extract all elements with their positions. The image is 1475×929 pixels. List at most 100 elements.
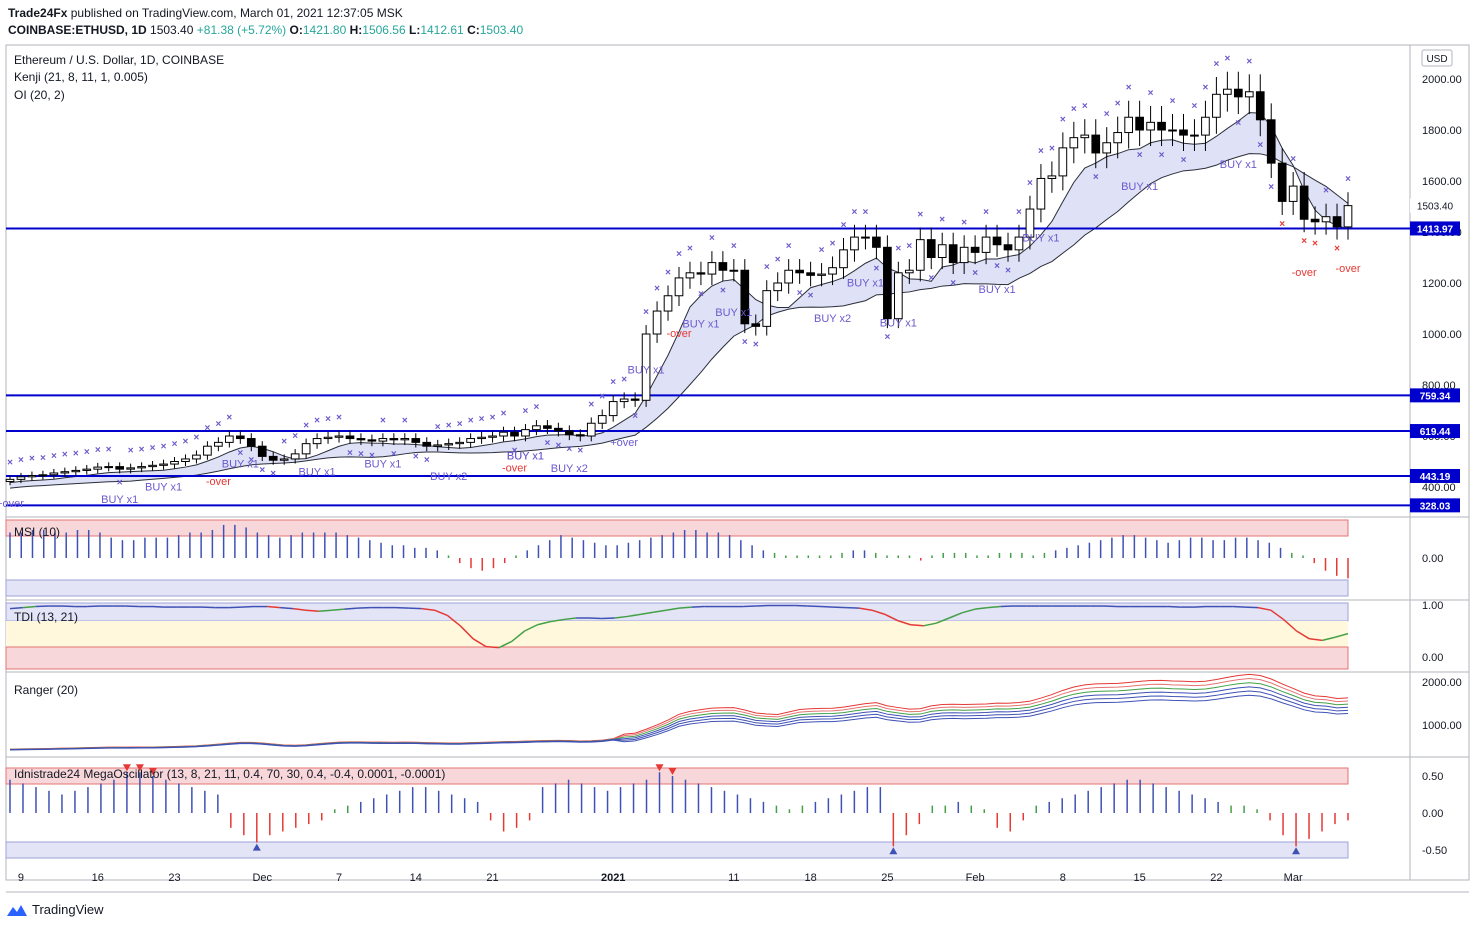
time-tick-label: 9 [18, 872, 24, 884]
chart-frame [5, 44, 1470, 881]
candle-body [345, 435, 355, 440]
tdi-line-segment [331, 608, 345, 611]
tdi-line-segment [820, 605, 834, 608]
tradingview-logo[interactable]: TradingView [6, 902, 104, 917]
signal-label: BUY x1 [145, 482, 182, 494]
candle-body [828, 267, 837, 275]
signal-cross-marker: × [1301, 236, 1307, 247]
signal-cross-marker: × [1334, 244, 1340, 255]
signal-cross-marker: × [775, 254, 781, 265]
time-tick-label: 11 [728, 872, 739, 884]
candle-body [137, 466, 146, 469]
signal-cross-marker: × [1203, 83, 1209, 94]
signal-cross-marker: × [95, 445, 101, 456]
symbol-label: COINBASE:ETHUSD, 1D [8, 23, 147, 37]
tdi-line-segment [987, 605, 1001, 609]
candle-body [674, 277, 684, 297]
candle-body [729, 269, 739, 272]
candle-body [564, 430, 574, 436]
signal-cross-marker: × [555, 440, 561, 451]
signal-cross-marker: × [336, 413, 342, 424]
candle-body [159, 463, 168, 466]
signal-label: BUY x1 [979, 284, 1016, 296]
msi-pane-label: MSI (10) [14, 525, 61, 539]
level-price-tag [1410, 424, 1460, 439]
candle-body [312, 438, 322, 445]
candle-body [170, 461, 179, 465]
signal-label: BUY x2 [551, 463, 588, 475]
signal-label: BUY x1 [101, 494, 138, 506]
signal-cross-marker: × [534, 402, 540, 413]
candle-body [521, 429, 530, 437]
tdi-line-segment [228, 606, 242, 609]
tdi-line-segment [1000, 605, 1014, 608]
candle-body [378, 438, 388, 442]
tdi-line-segment [974, 606, 988, 610]
candle-body [466, 438, 475, 443]
candle-body [1036, 177, 1046, 210]
tdi-line-segment [691, 605, 705, 608]
tdi-line-segment [1245, 606, 1258, 609]
candle-body [948, 244, 958, 264]
tdi-line-segment [280, 606, 294, 610]
candle-body [872, 236, 881, 248]
level-price-tag [1410, 468, 1460, 483]
signal-label: BUY x1 [880, 317, 917, 329]
signal-cross-marker: × [1290, 154, 1296, 165]
candle-body [1321, 216, 1331, 223]
signal-cross-marker: × [523, 406, 529, 417]
signal-cross-marker: × [281, 436, 287, 447]
msi-lower-zone [5, 579, 1349, 597]
tdi-line-segment [524, 624, 538, 632]
candle-body [115, 466, 125, 470]
signal-label: BUY x1 [364, 459, 401, 471]
signal-cross-marker: × [204, 423, 210, 434]
last-price-tag [1410, 198, 1460, 213]
candle-body [915, 239, 925, 271]
time-tick-label: 23 [168, 872, 180, 884]
signal-cross-marker: × [402, 415, 408, 426]
signal-cross-marker: × [117, 477, 123, 488]
candle-body [861, 236, 870, 239]
level-price-tag [1410, 221, 1460, 236]
signal-label: BUY x1 [682, 319, 719, 331]
level-price-tag [1410, 498, 1460, 513]
candle-body [1277, 162, 1287, 202]
candle-body [795, 269, 804, 274]
tdi-line-segment [87, 605, 101, 608]
signal-label: -over [1335, 263, 1360, 275]
high-label: H: [349, 23, 363, 37]
tdi-line-segment [678, 606, 692, 609]
signal-label: BUY x1 [628, 365, 665, 377]
mega-axis-label: -0.50 [1422, 845, 1447, 857]
mega-sell-triangle [148, 768, 157, 775]
publisher-name: Trade24Fx [8, 6, 68, 20]
signal-cross-marker: × [577, 445, 583, 456]
tdi-line-segment [653, 609, 667, 614]
kenji-band [10, 112, 1348, 489]
level-price-label: 1413.97 [1417, 224, 1454, 235]
tdi-line-segment [1322, 636, 1336, 642]
signal-cross-marker: × [424, 455, 430, 466]
candle-body [323, 436, 333, 440]
low-label: L: [409, 23, 421, 37]
tdi-line-segment [627, 613, 641, 618]
tdi-line-segment [1334, 632, 1349, 638]
candle-body [510, 431, 519, 437]
candle-body [543, 425, 552, 429]
signal-cross-marker: × [983, 207, 989, 218]
candle-body [422, 441, 432, 447]
tdi-line-segment [537, 620, 551, 626]
signal-label: BUY x1 [1121, 181, 1158, 193]
signal-cross-marker: × [994, 261, 1000, 272]
price-tick-label: 400.00 [1422, 482, 1456, 494]
close-label: C: [467, 23, 480, 37]
candle-body [192, 454, 201, 460]
close-value: 1503.40 [479, 23, 524, 37]
candle-body [203, 445, 212, 456]
signal-cross-marker: × [863, 207, 869, 218]
candle-body [1168, 129, 1177, 132]
tdi-line-segment [858, 607, 873, 611]
signal-cross-marker: × [731, 241, 737, 252]
